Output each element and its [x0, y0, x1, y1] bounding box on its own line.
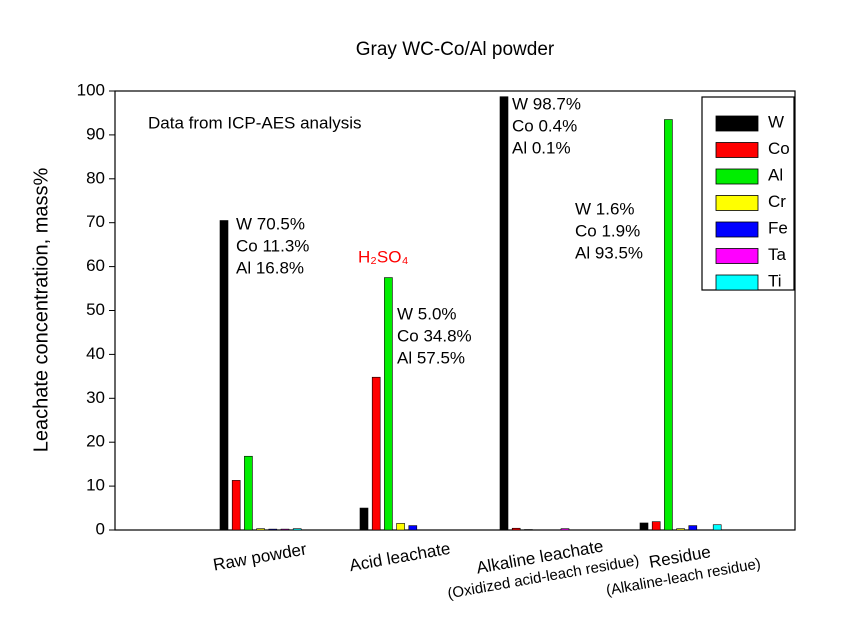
bar: [676, 528, 685, 531]
legend-swatch: [715, 115, 759, 132]
bar: [511, 527, 521, 531]
y-tick-label: 50: [86, 300, 105, 319]
y-axis-label: Leachate concentration, mass%: [30, 167, 52, 452]
y-tick-label: 10: [86, 476, 105, 495]
x-tick-label: Raw powder: [212, 539, 309, 574]
bar: [664, 119, 673, 531]
chart-title: Gray WC-Co/Al powder: [356, 39, 555, 60]
legend-swatch: [715, 168, 759, 185]
legend-label: W: [768, 112, 784, 131]
annotation: Co 11.3%: [236, 236, 309, 255]
bar: [651, 521, 661, 531]
y-tick-label: 70: [86, 212, 105, 231]
y-tick-label: 60: [86, 256, 105, 275]
annotation: W 70.5%: [236, 214, 305, 233]
x-tick-group: Raw powder: [212, 539, 309, 574]
annotation: Co 34.8%: [397, 326, 472, 345]
bar: [268, 528, 278, 531]
bar: [688, 525, 698, 531]
y-tick-label: 90: [86, 124, 105, 143]
bar: [560, 528, 570, 531]
bar: [292, 528, 302, 531]
bar: [396, 523, 405, 531]
bar: [639, 522, 649, 531]
legend-swatch: [715, 221, 759, 238]
legend-swatch: [715, 195, 759, 211]
bar: [371, 376, 381, 531]
annotation: Al 57.5%: [397, 348, 465, 367]
annotation: W 98.7%: [512, 94, 581, 113]
legend-label: Ti: [768, 271, 782, 290]
annotation: W 1.6%: [575, 199, 635, 218]
bar: [359, 507, 369, 531]
legend-label: Ta: [768, 245, 787, 264]
y-tick-label: 40: [86, 344, 105, 363]
bar: [384, 277, 393, 531]
y-tick-label: 0: [96, 519, 105, 538]
annotation: Co 1.9%: [575, 221, 640, 240]
legend-swatch: [715, 248, 759, 264]
legend-label: Co: [768, 139, 790, 158]
bar: [231, 480, 241, 531]
legend-label: Cr: [768, 192, 786, 211]
bar: [244, 455, 253, 531]
legend-swatch: [715, 142, 759, 158]
annotation: Al 93.5%: [575, 243, 643, 262]
bar: [256, 528, 265, 531]
y-tick-label: 80: [86, 168, 105, 187]
annotation: Data from ICP-AES analysis: [148, 113, 362, 132]
bar: [280, 528, 290, 531]
x-tick-group: Acid leachate: [348, 539, 452, 575]
y-tick-label: 20: [86, 432, 105, 451]
bar: [712, 524, 722, 531]
annotation: Al 16.8%: [236, 258, 304, 277]
legend-label: Al: [768, 165, 783, 184]
bar: [408, 525, 418, 531]
annotation: W 5.0%: [397, 304, 457, 323]
annotation: H₂SO₄: [358, 247, 408, 266]
annotation: Al 0.1%: [512, 138, 571, 157]
y-tick-label: 100: [77, 80, 105, 99]
bar: [499, 96, 509, 531]
y-tick-label: 30: [86, 388, 105, 407]
legend-label: Fe: [768, 218, 788, 237]
bar: [219, 220, 229, 531]
x-tick-label: Acid leachate: [348, 539, 452, 575]
legend-swatch: [715, 274, 759, 291]
annotation: Co 0.4%: [512, 116, 577, 135]
